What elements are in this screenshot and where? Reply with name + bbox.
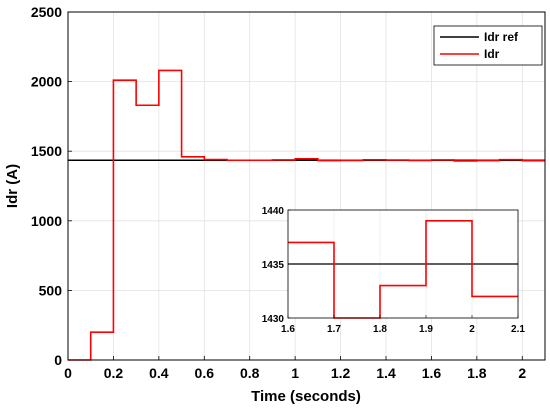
x-tick-label: 0.2 bbox=[104, 365, 124, 381]
plot-frame bbox=[67, 11, 546, 361]
inset-x-tick-label: 1.7 bbox=[327, 324, 341, 335]
main-ticks: 0 0.2 0.4 0.6 0.8 1 1.2 1.4 1.6 1.8 2 0 500 1000 1500 2… bbox=[31, 4, 527, 381]
y-tick-label: 1000 bbox=[31, 213, 62, 229]
y-tick-label: 2000 bbox=[31, 74, 62, 90]
inset-x-tick-label: 2 bbox=[469, 324, 475, 335]
x-tick-label: 1.8 bbox=[467, 365, 487, 381]
inset-x-tick-label: 1.8 bbox=[373, 324, 387, 335]
x-tick-label: 1.6 bbox=[422, 365, 442, 381]
x-tick-label: 0 bbox=[64, 365, 72, 381]
y-tick-label: 1500 bbox=[31, 143, 62, 159]
legend: Idr ref Idr bbox=[433, 25, 543, 66]
y-tick-label: 2500 bbox=[31, 4, 62, 20]
legend-label-idr: Idr bbox=[484, 47, 500, 61]
inset-series-line-idr bbox=[288, 220, 518, 319]
series-line-idr bbox=[68, 69, 545, 361]
x-tick-label: 1.4 bbox=[376, 365, 396, 381]
inset-x-tick-label: 1.6 bbox=[281, 324, 295, 335]
inset-chart: 1.6 1.7 1.8 1.9 2 2.1 1430 1435 1440 bbox=[262, 206, 526, 335]
inset-x-tick-label: 1.9 bbox=[419, 324, 433, 335]
legend-box bbox=[433, 25, 543, 66]
y-tick-label: 500 bbox=[39, 282, 63, 298]
x-tick-label: 1.2 bbox=[331, 365, 351, 381]
inset-series bbox=[288, 220, 518, 319]
inset-y-tick-label: 1440 bbox=[262, 206, 285, 217]
inset-y-tick-label: 1435 bbox=[262, 260, 285, 271]
y-axis-label: Idr (A) bbox=[4, 164, 21, 208]
x-tick-label: 0.4 bbox=[149, 365, 169, 381]
inset-y-tick-label: 1430 bbox=[262, 314, 285, 325]
x-axis-label: Time (seconds) bbox=[251, 388, 361, 405]
inset-x-tick-label: 2.1 bbox=[511, 324, 525, 335]
inset-ticks: 1.6 1.7 1.8 1.9 2 2.1 1430 1435 1440 bbox=[262, 206, 526, 335]
y-tick-label: 0 bbox=[54, 352, 62, 368]
x-tick-label: 2 bbox=[518, 365, 526, 381]
x-tick-label: 1 bbox=[291, 365, 299, 381]
x-tick-label: 0.6 bbox=[195, 365, 215, 381]
x-tick-label: 0.8 bbox=[240, 365, 260, 381]
main-series bbox=[68, 69, 545, 361]
legend-label-idr-ref: Idr ref bbox=[484, 30, 519, 44]
